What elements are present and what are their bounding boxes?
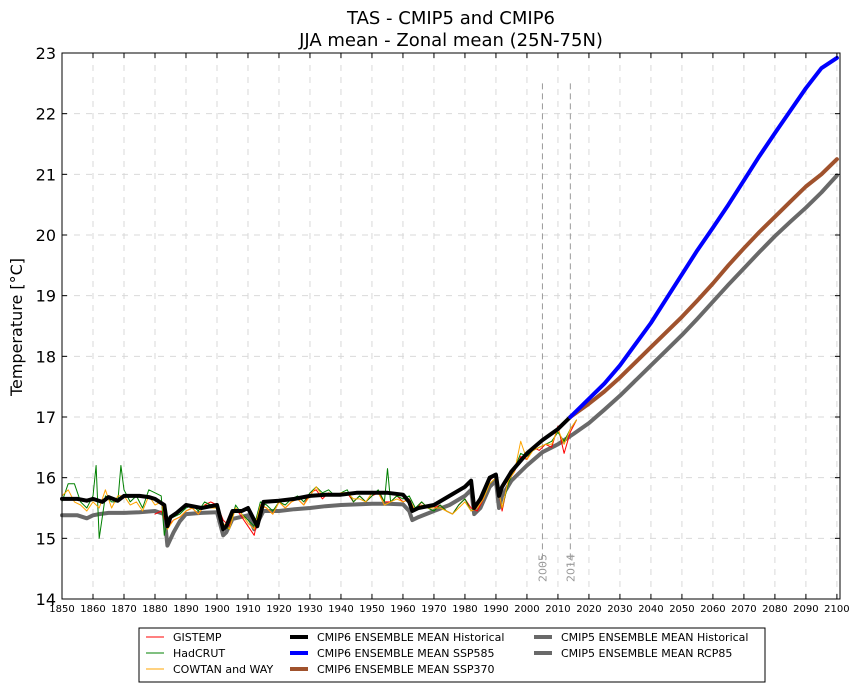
y-tick-label: 17 <box>36 408 56 427</box>
x-tick-label: 1980 <box>452 604 477 615</box>
x-tick-label: 1880 <box>142 604 167 615</box>
chart-subtitle: JJA mean - Zonal mean (25N-75N) <box>298 30 603 51</box>
series-line-cmip6-ensemble-mean-ssp370 <box>568 157 839 419</box>
legend: GISTEMP CMIP6 ENSEMBLE MEAN Historical CMI… <box>138 627 766 683</box>
y-tick-label: 21 <box>36 165 56 184</box>
x-tick-label: 2070 <box>731 604 756 615</box>
x-tick-label: 2080 <box>762 604 787 615</box>
x-tick-label: 1890 <box>173 604 198 615</box>
legend-label: CMIP5 ENSEMBLE MEAN RCP85 <box>561 647 732 660</box>
x-tick-label: 1970 <box>421 604 446 615</box>
x-tick-label: 1940 <box>328 604 353 615</box>
x-tick-label: 2020 <box>576 604 601 615</box>
x-tick-label: 1960 <box>390 604 415 615</box>
legend-label: GISTEMP <box>173 631 222 644</box>
y-tick-label: 19 <box>36 287 56 306</box>
x-tick-label: 2030 <box>607 604 632 615</box>
x-tick-label: 1910 <box>235 604 260 615</box>
x-tick-label: 1920 <box>266 604 291 615</box>
series-line-cmip6-ensemble-mean-ssp585 <box>568 55 839 419</box>
legend-label: COWTAN and WAY <box>173 663 273 676</box>
axis-ticks: 1850 1860 1870 1880 1890 1900 1910 1920 1930 1940… <box>36 44 850 615</box>
x-tick-label: 2050 <box>669 604 694 615</box>
x-tick-label: 1930 <box>297 604 322 615</box>
legend-label: CMIP6 ENSEMBLE MEAN Historical <box>317 631 504 644</box>
series-lines <box>60 55 839 548</box>
y-tick-label: 22 <box>36 105 56 124</box>
legend-label: CMIP6 ENSEMBLE MEAN SSP585 <box>317 647 495 660</box>
y-tick-label: 20 <box>36 226 56 245</box>
x-tick-label: 1860 <box>80 604 105 615</box>
x-tick-label: 2100 <box>824 604 849 615</box>
x-tick-label: 2010 <box>545 604 570 615</box>
vertical-marker-label-2014: 2014 <box>564 554 577 582</box>
x-tick-label: 2060 <box>700 604 725 615</box>
series-line-cmip5-ensemble-mean-historical <box>60 450 545 548</box>
legend-label: HadCRUT <box>173 647 225 660</box>
y-tick-label: 16 <box>36 469 56 488</box>
x-tick-label: 1850 <box>49 604 74 615</box>
x-tick-label: 1900 <box>204 604 229 615</box>
vertical-marker-label-2005: 2005 <box>536 554 549 582</box>
y-tick-label: 14 <box>36 590 56 609</box>
series-line-cmip6-ensemble-mean-historical <box>60 415 573 532</box>
vertical-markers: 2005 2014 <box>536 83 577 582</box>
chart-title: TAS - CMIP5 and CMIP6 <box>346 8 555 29</box>
y-tick-label: 18 <box>36 347 56 366</box>
y-tick-label: 23 <box>36 44 56 63</box>
plot-frame <box>61 52 841 600</box>
legend-box <box>138 627 766 683</box>
series-line-hadcrut <box>61 419 577 539</box>
y-axis-label: Temperature [°C] <box>7 258 26 397</box>
legend-label: CMIP5 ENSEMBLE MEAN Historical <box>561 631 748 644</box>
x-tick-label: 2040 <box>638 604 663 615</box>
x-tick-label: 1870 <box>111 604 136 615</box>
legend-label: CMIP6 ENSEMBLE MEAN SSP370 <box>317 663 495 676</box>
y-tick-label: 15 <box>36 529 56 548</box>
x-tick-label: 2000 <box>514 604 539 615</box>
x-tick-label: 1950 <box>359 604 384 615</box>
x-tick-label: 1990 <box>483 604 508 615</box>
series-line-cmip5-ensemble-mean-rcp85 <box>540 173 839 455</box>
x-tick-label: 2090 <box>793 604 818 615</box>
